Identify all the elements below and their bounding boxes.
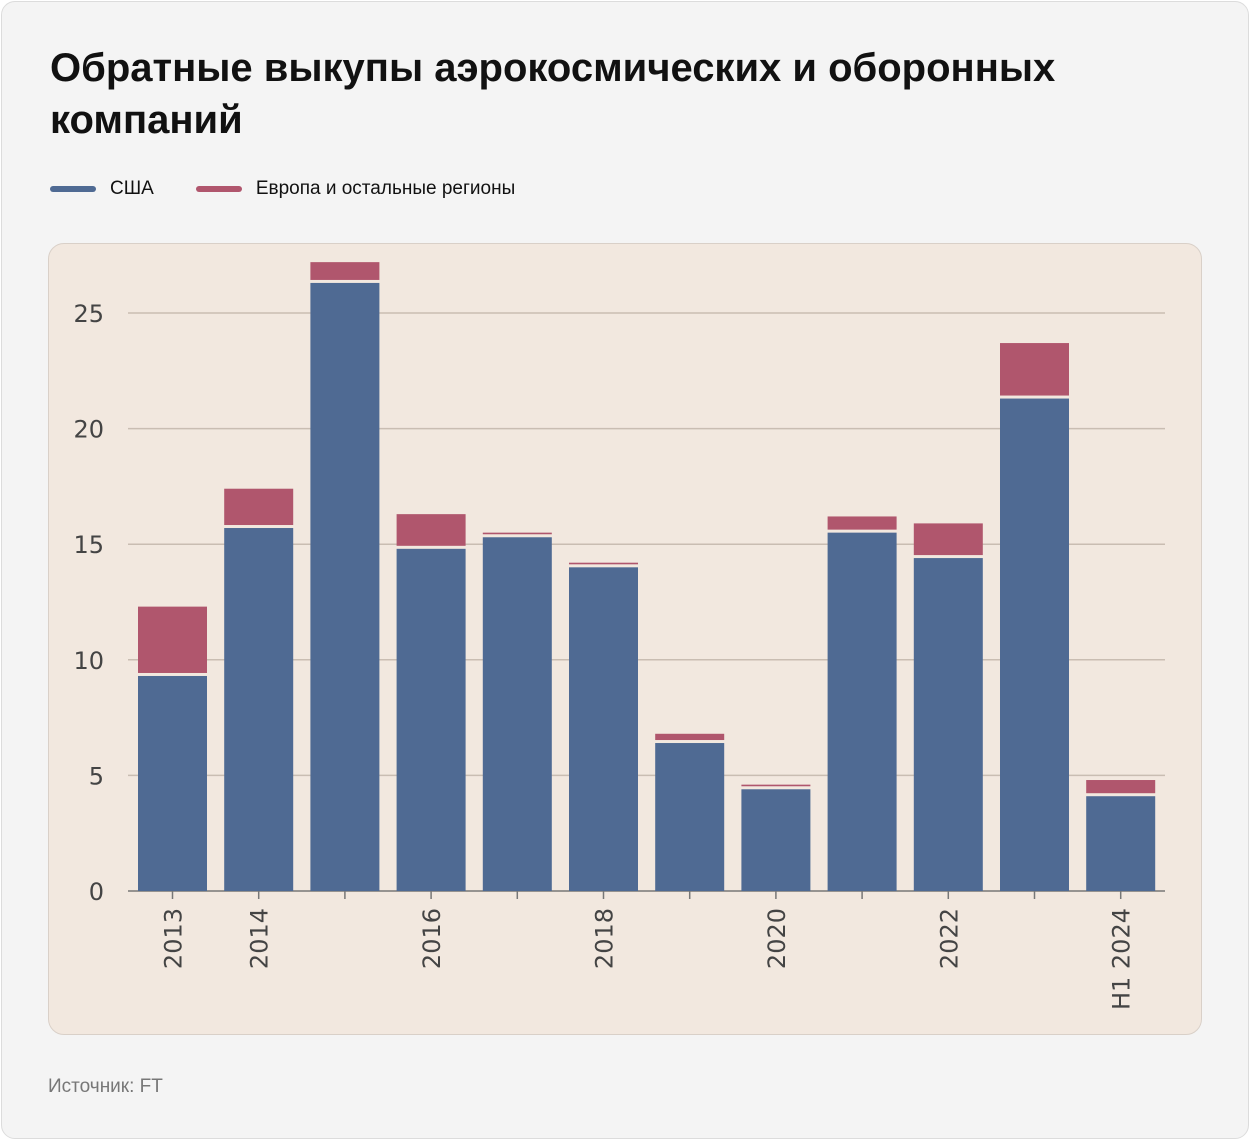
x-tick-label: 2020 [763, 908, 791, 969]
bar-europe [396, 514, 466, 546]
bar-usa [1086, 796, 1156, 891]
bar-europe [224, 488, 294, 526]
y-tick-label: 20 [73, 416, 104, 444]
bar-europe [655, 733, 725, 741]
x-tick-label: 2018 [591, 908, 619, 969]
bar-europe [569, 562, 638, 565]
bar-europe [310, 262, 380, 280]
bar-usa [655, 743, 725, 891]
legend-label-europe: Европа и остальные регионы [255, 178, 516, 199]
bar-europe [138, 606, 207, 673]
bar-usa [827, 532, 897, 891]
legend-label-usa: США [110, 178, 154, 199]
x-tick-label: 2016 [418, 908, 446, 969]
x-tick-label: 2022 [935, 908, 963, 969]
bar-usa [913, 558, 983, 891]
y-tick-label: 15 [73, 531, 104, 559]
source-note: Источник: FT [48, 1076, 163, 1097]
legend: США Европа и остальные регионы [50, 178, 557, 200]
y-tick-label: 0 [89, 878, 104, 906]
legend-item-europe: Европа и остальные регионы [195, 178, 516, 200]
bar-europe [827, 516, 897, 530]
bar-usa [224, 528, 294, 891]
bar-europe [482, 532, 552, 535]
bar-usa [741, 789, 811, 891]
bar-usa [310, 282, 380, 892]
bar-europe [1000, 343, 1069, 396]
legend-swatch-europe [195, 186, 242, 192]
bar-europe [741, 784, 811, 787]
x-tick-label: 2014 [246, 908, 274, 969]
legend-swatch-usa [50, 186, 96, 192]
y-tick-label: 10 [73, 647, 104, 675]
bar-europe [913, 523, 983, 556]
bar-usa [1000, 398, 1069, 891]
bar-europe [1086, 780, 1156, 794]
chart-title: Обратные выкупы аэрокосмических и оборон… [50, 46, 1056, 142]
legend-item-usa: США [50, 178, 154, 200]
x-tick-label: H1 2024 [1108, 908, 1136, 1010]
bar-usa [396, 548, 466, 891]
bar-usa [482, 537, 552, 891]
bar-usa [569, 567, 638, 891]
y-tick-label: 5 [89, 762, 104, 790]
x-tick-label: 2013 [160, 908, 188, 969]
bar-usa [138, 675, 207, 891]
y-tick-label: 25 [73, 300, 104, 328]
